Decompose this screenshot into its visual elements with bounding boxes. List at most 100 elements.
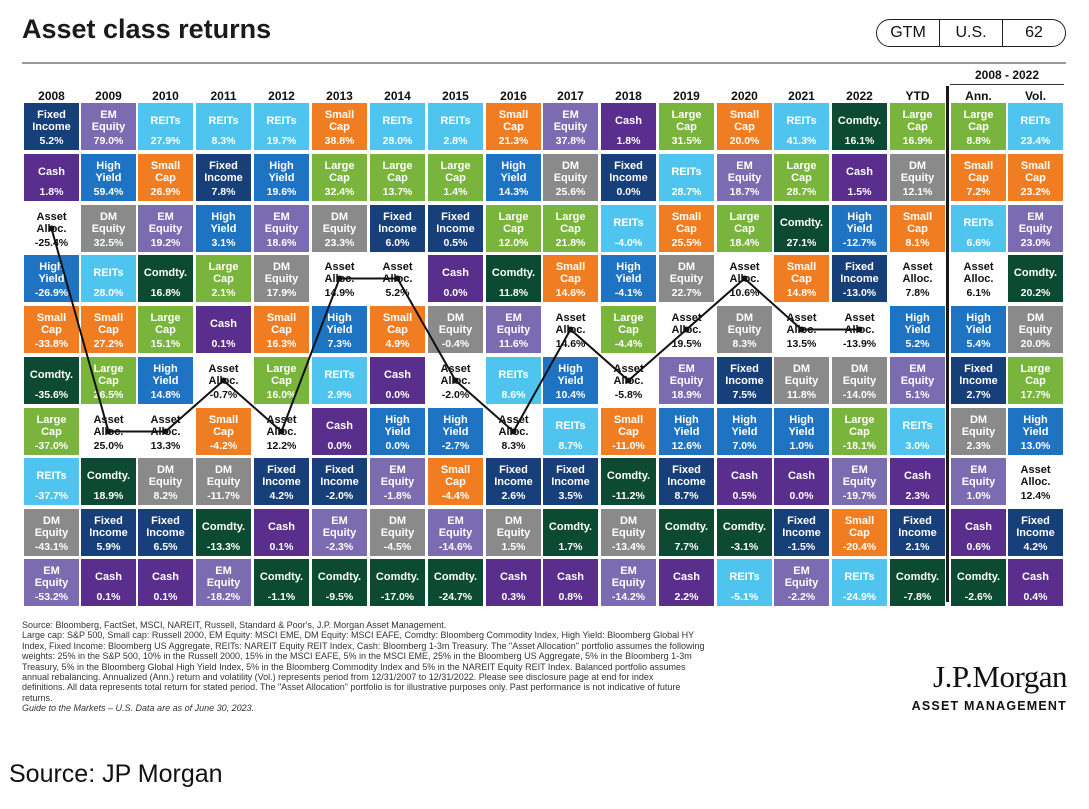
cell-return-value: 2.7% [966,389,991,401]
cell-asset-label: DM Equity [438,312,473,336]
cell-asset-label: Cash [557,571,584,583]
cell-return-value: 25.0% [93,440,124,452]
cell-return-value: 0.8% [558,591,583,603]
cell-return-value: 18.6% [266,237,297,249]
cell-return-value: 0.6% [966,541,991,553]
cell-em-equity: EM Equity -1.8% [370,458,425,505]
cell-asset-label: Large Cap [963,109,994,133]
cell-large-cap: Large Cap -4.4% [601,306,656,353]
cell-asset-label: Comdty. [548,521,593,533]
cell-return-value: -3.1% [730,541,759,553]
cell-high-yield: High Yield 13.0% [1008,408,1063,455]
cell-high-yield: High Yield 7.0% [717,408,772,455]
cell-return-value: 16.9% [902,135,933,147]
cell-small-cap: Small Cap -4.4% [428,458,483,505]
cell-return-value: -17.0% [380,591,415,603]
cell-reits: REITs -24.9% [832,559,887,606]
cell-return-value: 1.4% [443,186,468,198]
cell-asset-label: Fixed Income [32,109,71,133]
cell-return-value: -4.0% [614,237,643,249]
cell-return-value: 4.2% [269,490,294,502]
cell-dm-equity: DM Equity -13.4% [601,509,656,556]
cell-asset-alloc: Asset Alloc. -0.7% [196,357,251,404]
cell-fixed-income: Fixed Income 7.5% [717,357,772,404]
cell-comdty: Comdty. 11.8% [486,255,541,302]
cell-return-value: 14.8% [150,389,181,401]
cell-asset-label: Large Cap [729,211,760,235]
cell-return-value: 1.8% [616,135,641,147]
cell-fixed-income: Fixed Income 5.2% [24,103,79,150]
cell-return-value: -2.3% [325,541,354,553]
cell-asset-label: EM Equity [380,464,415,488]
cell-return-value: 7.8% [211,186,236,198]
cell-asset-label: EM Equity [961,464,996,488]
cell-return-value: 12.4% [1020,490,1051,502]
cell-fixed-income: Fixed Income 4.2% [254,458,309,505]
cell-return-value: 0.0% [443,287,468,299]
cell-return-value: 0.1% [269,541,294,553]
cell-asset-alloc: Asset Alloc. 12.4% [1008,458,1063,505]
cell-asset-label: Cash [442,267,469,279]
cell-asset-label: REITs [844,571,875,583]
cell-asset-label: REITs [729,571,760,583]
cell-asset-label: High Yield [384,414,411,438]
cell-return-value: -9.5% [325,591,354,603]
cell-asset-label: EM Equity [727,160,762,184]
cell-asset-label: DM Equity [34,515,69,539]
cell-asset-label: Cash [152,571,179,583]
cell-asset-label: Small Cap [671,211,702,235]
cell-high-yield: High Yield 14.8% [138,357,193,404]
cell-dm-equity: DM Equity 20.0% [1008,306,1063,353]
cell-asset-label: Comdty. [722,521,767,533]
cell-em-equity: EM Equity -19.7% [832,458,887,505]
cell-return-value: -0.4% [441,338,470,350]
cell-return-value: 21.3% [498,135,529,147]
cell-asset-label: REITs [150,115,181,127]
cell-dm-equity: DM Equity 23.3% [312,205,367,252]
cell-return-value: 2.1% [905,541,930,553]
cell-large-cap: Large Cap -18.1% [832,408,887,455]
cell-asset-label: Fixed Income [725,363,764,387]
cell-asset-label: EM Equity [842,464,877,488]
cell-return-value: 19.7% [266,135,297,147]
cell-asset-label: REITs [555,420,586,432]
cell-asset-label: Comdty. [86,470,131,482]
cell-return-value: 17.7% [1020,389,1051,401]
cell-return-value: 27.2% [93,338,124,350]
cell-asset-label: REITs [1020,115,1051,127]
cell-reits: REITs 2.8% [428,103,483,150]
cell-return-value: 13.5% [786,338,817,350]
cell-fixed-income: Fixed Income 6.0% [370,205,425,252]
cell-asset-label: REITs [613,217,644,229]
cell-return-value: -35.6% [34,389,69,401]
cell-return-value: 12.0% [498,237,529,249]
cell-return-value: 26.5% [93,389,124,401]
cell-fixed-income: Fixed Income 6.5% [138,509,193,556]
cell-fixed-income: Fixed Income -13.0% [832,255,887,302]
cell-large-cap: Large Cap 2.1% [196,255,251,302]
cell-return-value: 3.5% [558,490,583,502]
cell-em-equity: EM Equity 5.1% [890,357,945,404]
cell-large-cap: Large Cap 31.5% [659,103,714,150]
cell-return-value: 28.7% [671,186,702,198]
cell-return-value: 16.3% [266,338,297,350]
cell-high-yield: High Yield 5.4% [951,306,1006,353]
cell-return-value: 0.1% [211,338,236,350]
cell-cash: Cash 1.5% [832,154,887,201]
cell-asset-label: REITs [440,115,471,127]
cell-return-value: -53.2% [34,591,69,603]
cell-em-equity: EM Equity -53.2% [24,559,79,606]
cell-large-cap: Large Cap 12.0% [486,205,541,252]
cell-fixed-income: Fixed Income 0.0% [601,154,656,201]
cell-return-value: 8.3% [211,135,236,147]
cell-high-yield: High Yield 7.3% [312,306,367,353]
cell-asset-label: Comdty. [956,571,1001,583]
column-header-2013: 2013 [326,89,353,103]
cell-return-value: 8.7% [558,440,583,452]
cell-asset-label: EM Equity [438,515,473,539]
cell-cash: Cash 1.8% [24,154,79,201]
cell-fixed-income: Fixed Income 2.7% [951,357,1006,404]
cell-asset-label: EM Equity [34,565,69,589]
column-header-2012: 2012 [268,89,295,103]
cell-reits: REITs 23.4% [1008,103,1063,150]
